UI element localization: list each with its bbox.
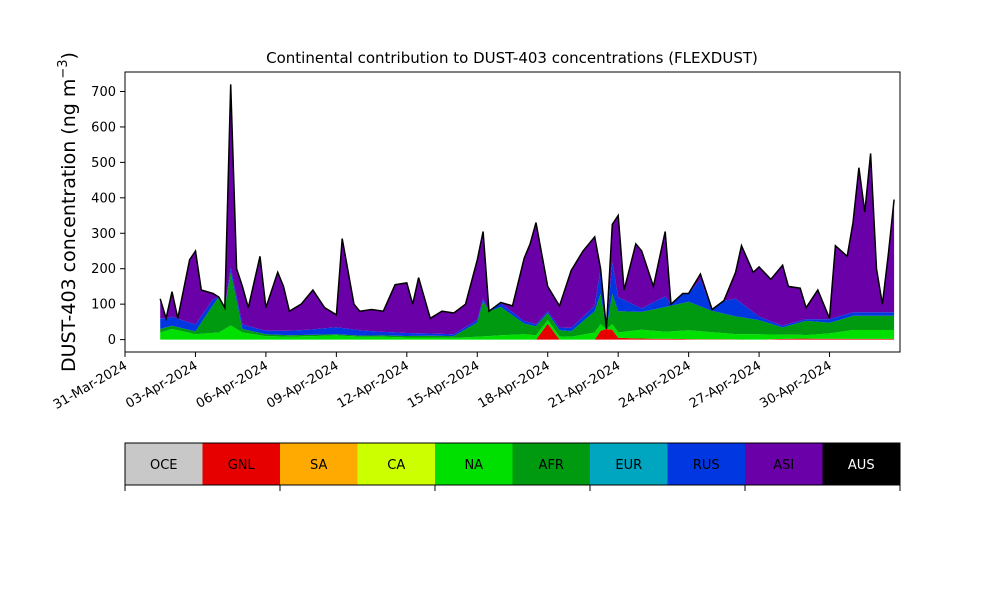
y-tick-label: 400 — [91, 191, 116, 206]
legend-frame — [124, 442, 901, 486]
x-tick-label: 30-Apr-2024 — [757, 358, 834, 411]
y-axis-label: DUST-403 concentration (ng m−3) — [56, 52, 80, 372]
x-axis: 31-Mar-202403-Apr-202406-Apr-202409-Apr-… — [51, 352, 835, 413]
y-tick-label: 300 — [91, 227, 116, 242]
y-tick-label: 500 — [91, 156, 116, 171]
stacked-areas — [159, 84, 895, 340]
area-afr — [160, 272, 895, 338]
legend-swatch-oce — [125, 443, 203, 485]
area-na — [160, 320, 895, 340]
legend-swatch-aus — [822, 443, 900, 485]
y-tick-label: 100 — [91, 298, 116, 313]
legend-swatch-ca — [357, 443, 435, 485]
x-tick-label: 09-Apr-2024 — [264, 358, 341, 411]
legend-label-asi: ASI — [773, 458, 794, 473]
y-tick-label: 200 — [91, 262, 116, 277]
x-tick-label: 18-Apr-2024 — [476, 358, 553, 411]
x-tick-label: 03-Apr-2024 — [123, 358, 200, 411]
legend-label-eur: EUR — [615, 458, 642, 473]
y-tick-label: 700 — [91, 85, 116, 100]
y-tick-label: 600 — [91, 120, 116, 135]
legend-swatch-gnl — [202, 443, 280, 485]
legend-label-oce: OCE — [150, 458, 178, 473]
x-tick-label: 24-Apr-2024 — [617, 358, 694, 411]
y-axis-label-exponent: −3 — [56, 59, 71, 78]
x-tick-label: 06-Apr-2024 — [194, 358, 271, 411]
legend-swatch-asi — [745, 443, 823, 485]
region-colorbar: OCE GNL SA CA NA AFR EUR RUS ASI AUS — [124, 442, 901, 491]
legend-label-aus: AUS — [848, 458, 875, 473]
legend-swatch-sa — [280, 443, 358, 485]
legend-swatch-afr — [512, 443, 590, 485]
legend-label-sa: SA — [310, 458, 327, 473]
legend-swatch-eur — [590, 443, 668, 485]
plot-frame — [124, 71, 901, 353]
x-tick-label: 12-Apr-2024 — [335, 358, 412, 411]
x-tick-label: 15-Apr-2024 — [405, 358, 482, 411]
y-axis: 0 100 200 300 400 500 600 700 — [91, 85, 125, 348]
y-tick-label: 0 — [108, 333, 116, 348]
legend-label-ca: CA — [387, 458, 405, 473]
area-asi — [160, 84, 895, 335]
legend-label-na: NA — [464, 458, 483, 473]
legend-swatch-na — [435, 443, 513, 485]
y-axis-label-main: DUST-403 concentration (ng m — [58, 79, 80, 372]
y-axis-label-close: ) — [58, 52, 80, 59]
legend-label-afr: AFR — [539, 458, 564, 473]
legend-label-rus: RUS — [693, 458, 720, 473]
legend-swatch-rus — [667, 443, 745, 485]
legend-label-gnl: GNL — [228, 458, 256, 473]
chart-title: Continental contribution to DUST-403 con… — [266, 49, 758, 67]
x-tick-label: 21-Apr-2024 — [546, 358, 623, 411]
total-concentration-line — [159, 84, 895, 330]
x-tick-label: 27-Apr-2024 — [687, 358, 764, 411]
